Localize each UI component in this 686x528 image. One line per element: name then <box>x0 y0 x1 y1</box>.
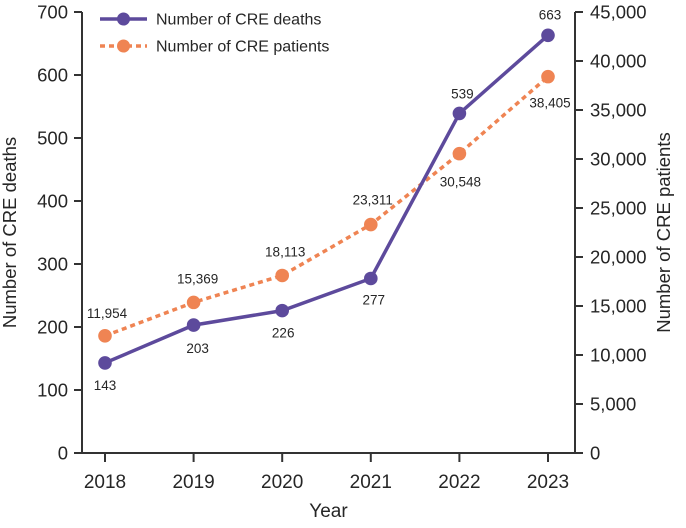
x-axis-tick-label: 2023 <box>527 472 569 493</box>
right-axis-tick-label: 10,000 <box>590 345 647 366</box>
left-axis-tick-label: 300 <box>37 254 68 275</box>
legend-marker <box>117 12 130 26</box>
patients-point-marker <box>275 268 290 283</box>
x-axis-tick-label: 2018 <box>84 472 126 493</box>
deaths-point-marker <box>186 318 201 332</box>
right-axis-tick-label: 5,000 <box>590 394 636 415</box>
deaths-point-marker <box>541 28 555 43</box>
x-axis-title: Year <box>309 501 348 522</box>
patients-point-marker <box>98 329 112 343</box>
deaths-data-label: 226 <box>272 326 295 341</box>
right-axis-tick-label: 40,000 <box>590 51 647 72</box>
right-axis-tick-label: 15,000 <box>590 296 647 317</box>
deaths-point-marker <box>364 271 378 286</box>
patients-data-label: 11,954 <box>87 306 128 321</box>
right-axis-tick-label: 0 <box>590 443 600 464</box>
patients-point-marker <box>186 295 201 310</box>
deaths-data-label: 663 <box>539 7 562 22</box>
right-axis-tick-label: 30,000 <box>590 149 647 170</box>
deaths-data-label: 143 <box>94 378 117 393</box>
deaths-point-marker <box>452 106 467 121</box>
legend-marker <box>117 39 130 53</box>
x-axis-tick-label: 2022 <box>438 472 480 493</box>
deaths-data-label: 203 <box>186 341 209 356</box>
patients-series-line <box>104 75 550 338</box>
right-axis-tick-label: 45,000 <box>590 2 647 23</box>
left-axis-tick-label: 500 <box>37 128 68 149</box>
patients-point-marker <box>541 69 555 84</box>
patients-data-label: 15,369 <box>177 271 218 286</box>
left-axis-tick-label: 700 <box>37 2 68 23</box>
left-axis-tick-label: 600 <box>37 65 68 86</box>
right-axis-tick-label: 25,000 <box>590 198 647 219</box>
right-axis-tick-label: 20,000 <box>590 247 647 268</box>
x-axis-tick-label: 2021 <box>350 472 392 493</box>
deaths-data-label: 277 <box>363 292 386 307</box>
patients-data-label: 30,548 <box>440 175 481 190</box>
left-axis-tick-label: 400 <box>37 191 68 212</box>
legend-label: Number of CRE deaths <box>156 12 321 29</box>
deaths-series-line <box>104 33 550 365</box>
left-axis-tick-label: 0 <box>58 443 68 464</box>
x-axis-tick-label: 2020 <box>261 472 303 493</box>
right-axis-title: Number of CRE patients <box>653 132 674 333</box>
right-axis-tick-label: 35,000 <box>590 100 647 121</box>
patients-data-label: 18,113 <box>265 244 305 259</box>
deaths-point-marker <box>98 356 112 370</box>
x-axis-tick-label: 2019 <box>172 472 214 493</box>
deaths-data-label: 539 <box>451 86 474 101</box>
left-axis-tick-label: 200 <box>37 317 68 338</box>
left-axis-tick-label: 100 <box>37 380 68 401</box>
deaths-point-marker <box>275 303 290 318</box>
legend-label: Number of CRE patients <box>156 39 329 56</box>
patients-data-label: 38,405 <box>529 96 570 111</box>
patients-data-label: 23,311 <box>353 193 393 208</box>
patients-point-marker <box>364 217 378 232</box>
left-axis-title: Number of CRE deaths <box>0 137 20 328</box>
patients-point-marker <box>452 146 467 161</box>
